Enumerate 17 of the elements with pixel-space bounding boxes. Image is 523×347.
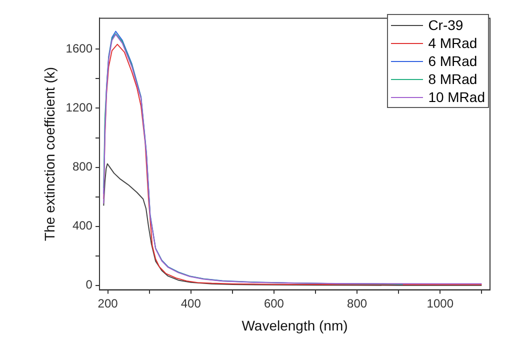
x-tick-label: 200	[98, 296, 118, 310]
y-tick-label: 400	[72, 218, 93, 233]
legend-label: 10 MRad	[428, 88, 485, 106]
legend-label: Cr-39	[428, 16, 464, 34]
x-tick-label: 800	[347, 296, 368, 310]
legend-label: 6 MRad	[428, 52, 478, 70]
x-axis-title: Wavelength (nm)	[242, 317, 348, 334]
y-tick-label: 1600	[66, 42, 93, 56]
x-tick-label: 600	[264, 296, 284, 310]
y-tick-label: 800	[72, 160, 93, 174]
x-tick-label: 400	[180, 296, 202, 310]
y-tick-label: 0	[86, 278, 93, 292]
y-axis-title: The extinction coefficient (k)	[41, 66, 58, 242]
y-tick-label: 1200	[66, 100, 93, 115]
x-tick-label: 1000	[426, 296, 454, 310]
legend-label: 4 MRad	[428, 34, 478, 52]
legend-label: 8 MRad	[428, 70, 478, 88]
